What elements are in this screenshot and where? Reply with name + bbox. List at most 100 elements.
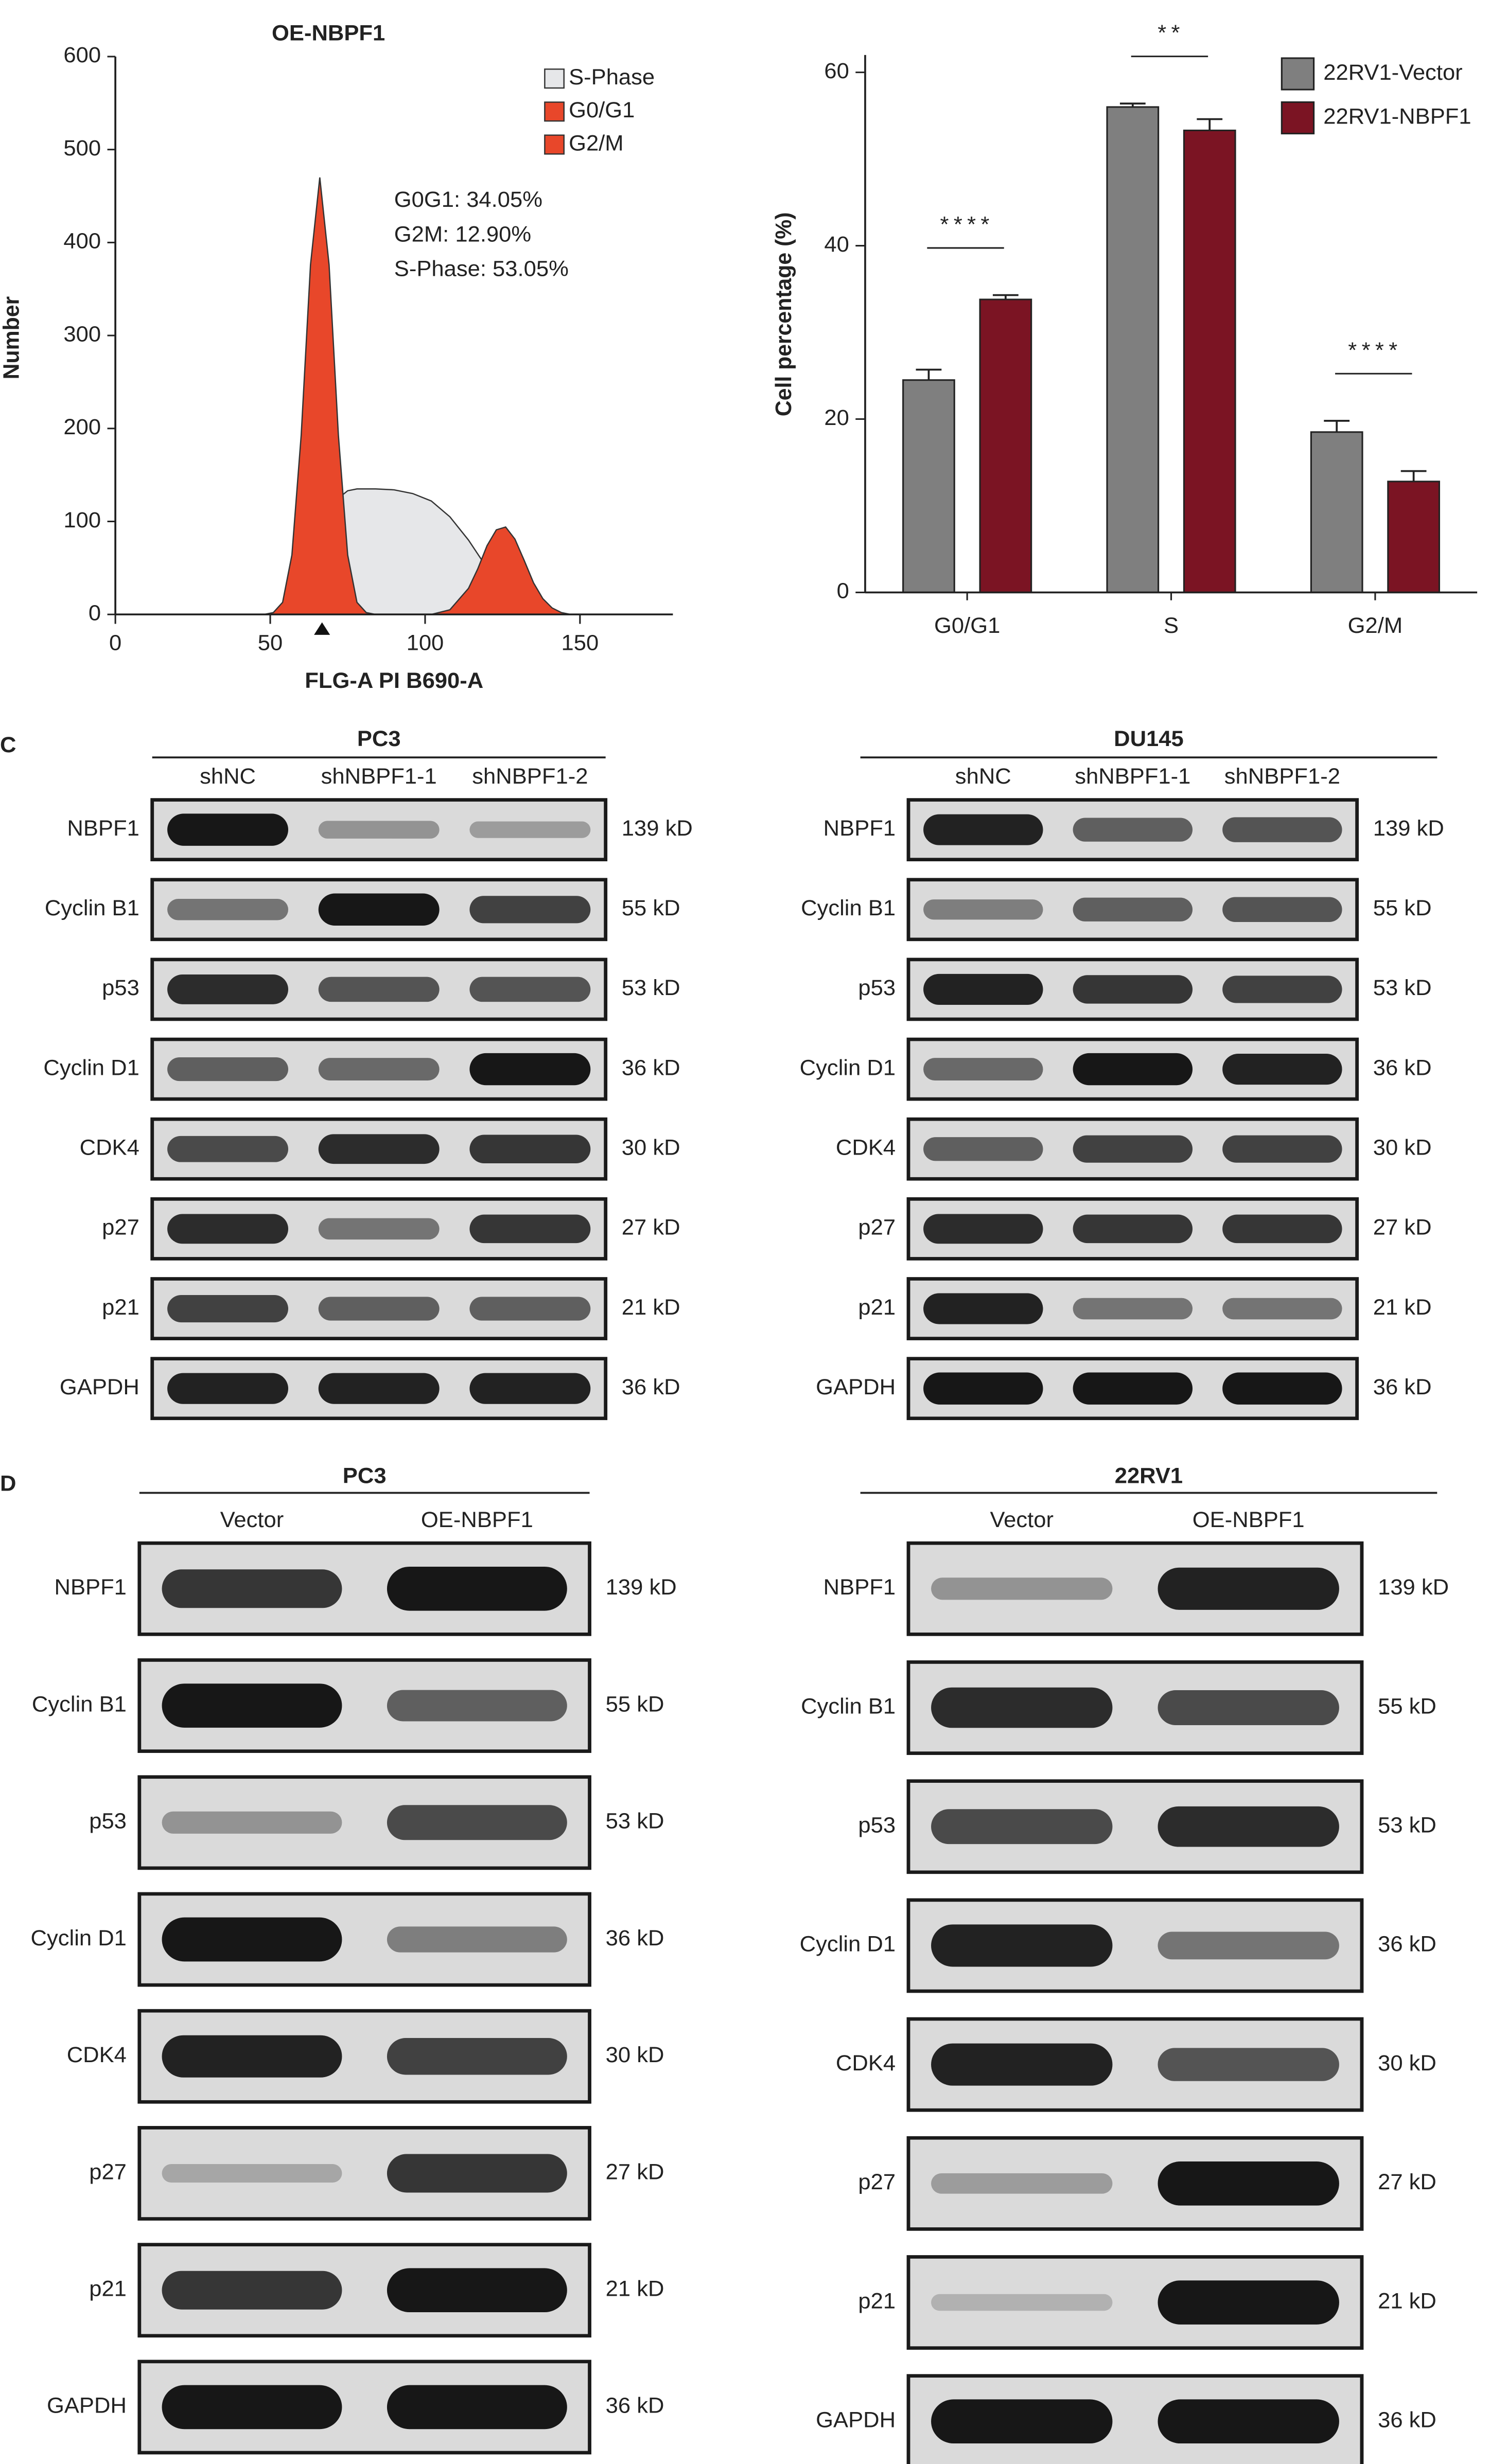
band — [318, 977, 440, 1002]
band — [167, 1373, 289, 1404]
size-label: 21 kD — [622, 1295, 680, 1320]
legend-label: G0/G1 — [569, 98, 635, 123]
y-tick-label: 20 — [824, 405, 849, 430]
error-bar — [1197, 118, 1223, 131]
group-title: 22RV1 — [1115, 1464, 1183, 1488]
panel-letter: C — [0, 733, 16, 757]
lane-label: shNBPF1-1 — [1075, 764, 1190, 789]
legend-swatch — [1281, 101, 1315, 135]
band — [318, 1058, 440, 1081]
protein-label: p27 — [102, 1215, 139, 1240]
band — [469, 896, 591, 924]
protein-label: p21 — [858, 1295, 896, 1320]
y-axis-label: Number — [0, 296, 24, 380]
y-tick-label: 100 — [63, 508, 101, 533]
size-label: 36 kD — [622, 1375, 680, 1399]
protein-label: Cyclin D1 — [43, 1056, 139, 1080]
size-label: 30 kD — [1373, 1136, 1432, 1160]
band — [931, 2399, 1113, 2444]
size-label: 53 kD — [622, 976, 680, 1001]
band — [167, 974, 289, 1004]
error-bar — [1400, 470, 1427, 482]
bar — [902, 379, 955, 593]
lane-label: shNBPF1-1 — [321, 764, 437, 789]
band — [162, 1917, 342, 1962]
protein-label: p21 — [858, 2289, 896, 2314]
band — [931, 1809, 1113, 1845]
band — [162, 1811, 342, 1834]
protein-label: Cyclin B1 — [801, 896, 896, 920]
y-axis-label: Cell percentage (%) — [771, 212, 796, 416]
protein-label: Cyclin B1 — [801, 1694, 896, 1719]
legend-label: G2/M — [569, 131, 624, 156]
size-label: 53 kD — [1378, 1813, 1436, 1838]
band — [318, 1218, 440, 1240]
band — [167, 1295, 289, 1323]
band — [1158, 2048, 1339, 2081]
y-tick-label: 600 — [63, 43, 101, 68]
band — [1073, 1135, 1193, 1163]
band — [469, 977, 591, 1002]
error-bar — [1324, 420, 1350, 432]
band — [1158, 1806, 1339, 1847]
protein-label: CDK4 — [80, 1136, 139, 1160]
band — [469, 821, 591, 838]
band — [1158, 2399, 1339, 2444]
size-label: 36 kD — [1373, 1375, 1432, 1399]
size-label: 55 kD — [1373, 896, 1432, 920]
band — [1073, 1298, 1193, 1320]
band — [923, 1372, 1043, 1405]
band — [162, 2164, 342, 2183]
protein-label: p27 — [858, 1215, 896, 1240]
size-label: 36 kD — [1373, 1056, 1432, 1080]
size-label: 21 kD — [606, 2277, 664, 2301]
lane-label: shNC — [200, 764, 256, 789]
protein-label: Cyclin B1 — [45, 896, 139, 920]
band — [162, 1569, 342, 1608]
band — [387, 1805, 567, 1840]
significance-label: **** — [1348, 338, 1402, 363]
protein-label: p21 — [89, 2277, 127, 2301]
x-tick-label: G2/M — [1348, 613, 1403, 638]
band — [387, 1926, 567, 1953]
size-label: 36 kD — [1378, 2408, 1436, 2433]
band — [387, 1566, 567, 1611]
y-tick-label: 40 — [824, 232, 849, 257]
band — [469, 1134, 591, 1163]
size-label: 36 kD — [622, 1056, 680, 1080]
x-tick-label: 150 — [562, 631, 599, 655]
lane-label: shNBPF1-2 — [472, 764, 588, 789]
size-label: 21 kD — [1373, 1295, 1432, 1320]
size-label: 27 kD — [1373, 1215, 1432, 1240]
band — [931, 1687, 1113, 1728]
size-label: 139 kD — [1373, 816, 1444, 841]
protein-label: GAPDH — [47, 2394, 127, 2418]
size-label: 53 kD — [1373, 976, 1432, 1001]
band — [1158, 2280, 1339, 2325]
protein-label: Cyclin B1 — [32, 1692, 127, 1717]
band — [931, 2294, 1113, 2311]
band — [1222, 817, 1342, 842]
y-tick-label: 200 — [63, 415, 101, 439]
band — [387, 2154, 567, 2193]
legend-swatch — [1281, 57, 1315, 91]
band — [1222, 897, 1342, 923]
band — [923, 814, 1043, 845]
band — [387, 1690, 567, 1722]
band — [923, 1058, 1043, 1081]
protein-label: p21 — [102, 1295, 139, 1320]
legend-label: 22RV1-NBPF1 — [1323, 104, 1471, 129]
band — [1222, 1135, 1342, 1163]
band — [1073, 897, 1193, 921]
annotation: G2M: 12.90% — [394, 222, 531, 247]
band — [1073, 975, 1193, 1004]
significance-label: ** — [1158, 21, 1185, 46]
band — [1073, 1214, 1193, 1244]
band — [1073, 1372, 1193, 1405]
band — [1073, 818, 1193, 842]
significance-label: **** — [940, 212, 994, 237]
protein-label: Cyclin D1 — [30, 1926, 126, 1951]
band — [318, 1297, 440, 1321]
band — [469, 1053, 591, 1086]
